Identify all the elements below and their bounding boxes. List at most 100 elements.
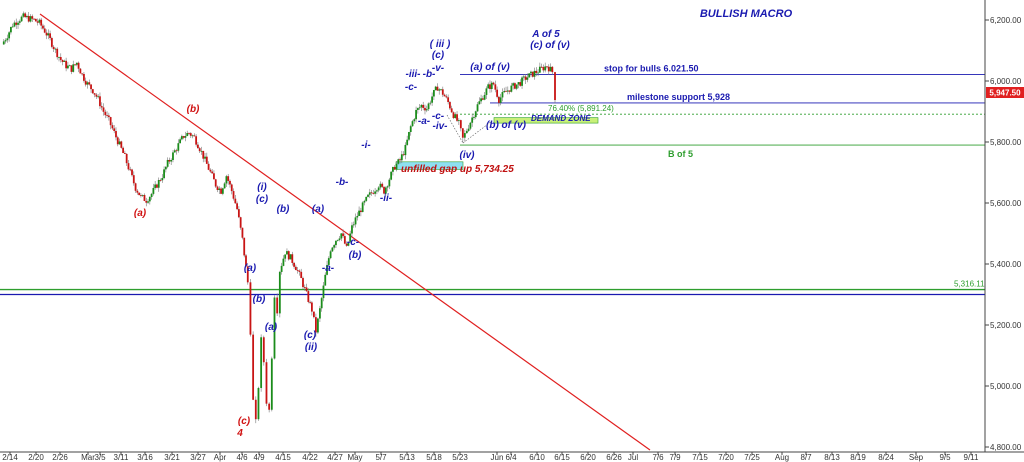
wave-label: (c) (432, 50, 445, 61)
candle-body (111, 125, 114, 129)
candle-body (6, 38, 9, 41)
candle-body (68, 65, 71, 67)
candle-body (237, 209, 240, 218)
candle-body (47, 33, 50, 36)
candle-body (262, 337, 265, 363)
candle-body (506, 90, 509, 92)
x-tick-label: 6/15 (554, 453, 570, 462)
candle-body (510, 85, 513, 92)
candle-body (312, 311, 315, 318)
candle-body (449, 102, 451, 109)
candle-body (390, 171, 393, 180)
candle-body (436, 86, 439, 91)
candle-body (179, 139, 181, 144)
candle-body (383, 186, 385, 194)
zone-label: DEMAND ZONE (531, 114, 591, 123)
candle-body (538, 66, 541, 73)
candle-body (106, 115, 108, 116)
candle-body (537, 72, 539, 74)
x-tick-label: Apr (214, 453, 227, 462)
candle-body (115, 131, 117, 138)
candle-body (204, 156, 206, 159)
candle-body (13, 22, 16, 27)
candle-body (118, 141, 121, 145)
candle-body (546, 66, 548, 68)
candle-body (404, 144, 407, 156)
candle-body (26, 15, 28, 18)
candle-body (381, 183, 384, 187)
candle-body (492, 82, 495, 85)
candle-body (91, 89, 94, 94)
wave-label: (a) (244, 263, 257, 274)
candle-body (164, 166, 167, 170)
wave-label: -a- (418, 116, 431, 127)
candle-body (214, 179, 217, 187)
candle-body (358, 210, 360, 216)
candle-body (370, 192, 373, 194)
candle-body (424, 107, 426, 111)
candle-body (188, 133, 190, 134)
candle-body (397, 159, 400, 164)
candle-body (508, 90, 511, 92)
candle-body (143, 194, 146, 201)
candle-body (457, 120, 460, 121)
x-tick-label: 8/19 (850, 453, 866, 462)
candle-body (395, 163, 398, 170)
x-tick-label: 5/18 (426, 453, 442, 462)
candle-body (376, 190, 378, 192)
candle-body (441, 89, 444, 95)
x-tick-label: 4/9 (253, 453, 265, 462)
candle-body (180, 136, 183, 140)
candle-body (338, 238, 341, 240)
x-tick-label: Jun (491, 453, 504, 462)
candle-body (8, 32, 11, 39)
candle-body (150, 193, 153, 198)
candle-body (429, 102, 432, 104)
candle-body (213, 173, 215, 180)
x-tick-label: 5/13 (399, 453, 415, 462)
level-label: 76.40% (5,891.24) (548, 104, 614, 113)
wave-connector (446, 114, 464, 144)
horizontal-levels: stop for bulls 6.021.50 milestone support… (0, 63, 985, 296)
candle-body (4, 40, 7, 42)
candle-body (122, 147, 125, 153)
candle-body (427, 103, 430, 110)
candle-body (517, 82, 520, 85)
wave-label: (i) (257, 182, 267, 193)
candle-body (216, 186, 219, 190)
candle-body (177, 143, 180, 151)
candle-body (365, 196, 368, 201)
candle-body (505, 90, 507, 92)
wave-label: (iv) (460, 150, 476, 161)
x-tick-label: May (347, 453, 362, 462)
wave-label: (a) (312, 204, 325, 215)
last-price-tag (986, 87, 1024, 98)
wave-label: -c- (347, 237, 360, 248)
candle-body (182, 136, 185, 138)
candle-body (411, 121, 414, 127)
candle-body (243, 237, 246, 256)
candle-body (104, 111, 107, 116)
x-tick-label: 4/22 (302, 453, 318, 462)
candle-body (474, 111, 477, 118)
candle-body (349, 233, 352, 242)
candle-body (189, 133, 192, 136)
y-tick-label: 5,200.00 (990, 321, 1022, 330)
candle-body (298, 270, 301, 272)
candle-body (10, 26, 12, 33)
candle-body (276, 297, 279, 314)
candle-body (434, 86, 437, 91)
candle-body (352, 224, 355, 226)
wave-label: -a- (322, 263, 335, 274)
candle-body (309, 301, 312, 303)
candle-body (483, 94, 486, 100)
candle-body (305, 287, 308, 292)
candle-body (200, 150, 203, 152)
wave-label: -iv- (433, 121, 449, 132)
candle-body (489, 84, 491, 89)
candle-body (59, 57, 62, 60)
candle-body (303, 287, 306, 288)
candle-body (102, 107, 105, 112)
wave-label: (b) of (v) (486, 120, 527, 131)
